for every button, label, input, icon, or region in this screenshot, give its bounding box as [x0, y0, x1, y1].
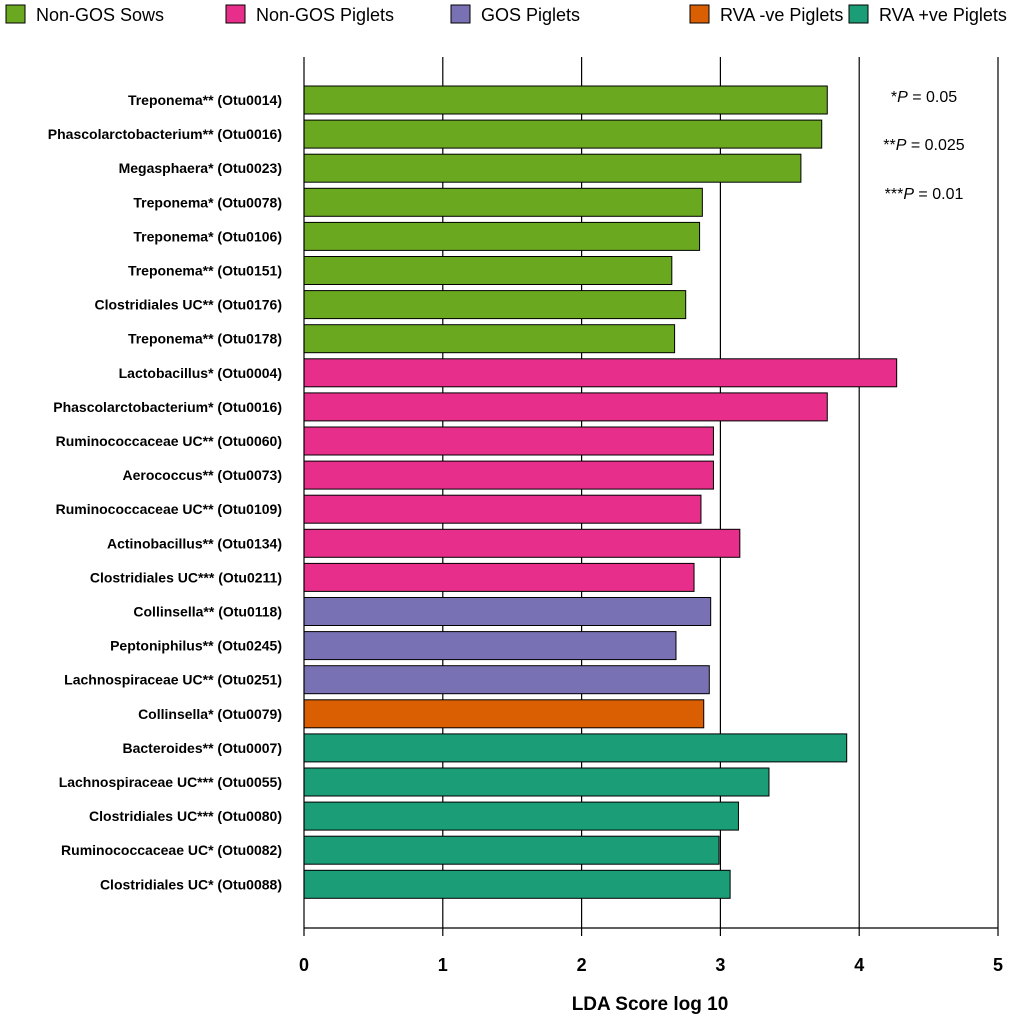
bar-category-label: Clostridiales UC*** (Otu0211) [90, 569, 282, 585]
x-tick-label: 3 [715, 955, 725, 975]
bar-category-label: Clostridiales UC*** (Otu0080) [89, 808, 282, 824]
bar [303, 528, 741, 558]
bar [303, 597, 712, 626]
bar [303, 767, 770, 797]
legend-swatch [5, 4, 26, 24]
bars: Treponema** (Otu0014) Phascolarctobacteri… [48, 85, 898, 899]
bar-category-label: Phascolarctobacterium** (Otu0016) [48, 126, 282, 142]
bar-category-label: Actinobacillus** (Otu0134) [107, 535, 282, 551]
bar [303, 358, 898, 388]
bar [303, 324, 676, 354]
bar [303, 85, 828, 115]
bar-category-label: Ruminococcaceae UC** (Otu0060) [56, 433, 282, 449]
bar-category-label: Collinsella* (Otu0079) [138, 706, 282, 722]
x-tick-label: 4 [854, 955, 864, 975]
bar-category-label: Clostridiales UC** (Otu0176) [95, 297, 283, 313]
bar-category-label: Megasphaera* (Otu0023) [119, 160, 282, 176]
legend-swatch [689, 4, 710, 24]
p-value-annotation: **P = 0.025 [883, 137, 965, 154]
legend-swatch [225, 4, 246, 24]
bar-category-label: Peptoniphilus** (Otu0245) [110, 638, 282, 654]
legend-label: Non-GOS Piglets [256, 5, 394, 25]
bar-category-label: Aerococcus** (Otu0073) [122, 467, 282, 483]
bar [303, 153, 802, 183]
bar-category-label: Lachnospiraceae UC** (Otu0251) [64, 672, 282, 688]
legend-item: GOS Piglets [450, 4, 580, 25]
legend-item: Non-GOS Piglets [225, 4, 394, 25]
bar [303, 460, 714, 490]
legend-label: RVA +ve Piglets [879, 5, 1007, 25]
x-tick-label: 2 [577, 955, 587, 975]
bar [303, 835, 720, 865]
bar [303, 187, 703, 217]
x-tick-label: 5 [993, 955, 1003, 975]
bar [303, 869, 731, 899]
bar-category-label: Phascolarctobacterium* (Otu0016) [53, 399, 282, 415]
bar [303, 256, 673, 285]
legend-item: RVA -ve Piglets [689, 4, 843, 25]
bar-category-label: Lactobacillus* (Otu0004) [119, 365, 282, 381]
bar [303, 665, 710, 695]
bar-category-label: Ruminococcaceae UC** (Otu0109) [56, 501, 282, 517]
bar-category-label: Treponema* (Otu0078) [133, 194, 282, 210]
legend-swatch [848, 4, 869, 24]
bar [303, 699, 705, 729]
bar-category-label: Collinsella** (Otu0118) [133, 604, 282, 620]
x-tick-label: 1 [438, 955, 448, 975]
axes: 0 1 2 3 4 5 [299, 57, 1003, 975]
bar-category-label: Bacteroides** (Otu0007) [122, 740, 282, 756]
bar [303, 221, 701, 251]
x-tick-label: 0 [299, 955, 309, 975]
legend-label: RVA -ve Piglets [720, 5, 843, 25]
bar-category-label: Treponema** (Otu0178) [128, 331, 282, 347]
bar-category-label: Treponema** (Otu0151) [128, 263, 282, 279]
legend-item: RVA +ve Piglets [848, 4, 1007, 25]
bar-category-label: Clostridiales UC* (Otu0088) [100, 876, 282, 892]
x-axis-title: LDA Score log 10 [572, 994, 729, 1015]
legend-item: Non-GOS Sows [5, 4, 164, 25]
bar-category-label: Ruminococcaceae UC* (Otu0082) [61, 842, 282, 858]
p-value-annotation: *P = 0.05 [891, 89, 957, 106]
p-value-annotations: *P = 0.05 **P = 0.025 ***P = 0.01 [883, 89, 965, 203]
bar [303, 426, 714, 456]
bar-category-label: Treponema** (Otu0014) [128, 92, 282, 108]
p-value-annotation: ***P = 0.01 [885, 186, 964, 203]
bar [303, 631, 677, 661]
bar-category-label: Lachnospiraceae UC*** (Otu0055) [59, 774, 282, 790]
bar [303, 733, 848, 763]
legend-swatch [450, 4, 471, 24]
bar [303, 290, 687, 320]
bar [303, 562, 695, 592]
bar [303, 494, 702, 524]
bar-category-label: Treponema* (Otu0106) [133, 228, 282, 244]
bar [303, 801, 739, 831]
legend: Non-GOS Sows Non-GOS Piglets GOS Piglets RV… [5, 4, 1007, 25]
bar [303, 119, 823, 149]
bar [303, 392, 828, 422]
legend-label: Non-GOS Sows [36, 5, 164, 25]
legend-label: GOS Piglets [481, 5, 580, 25]
